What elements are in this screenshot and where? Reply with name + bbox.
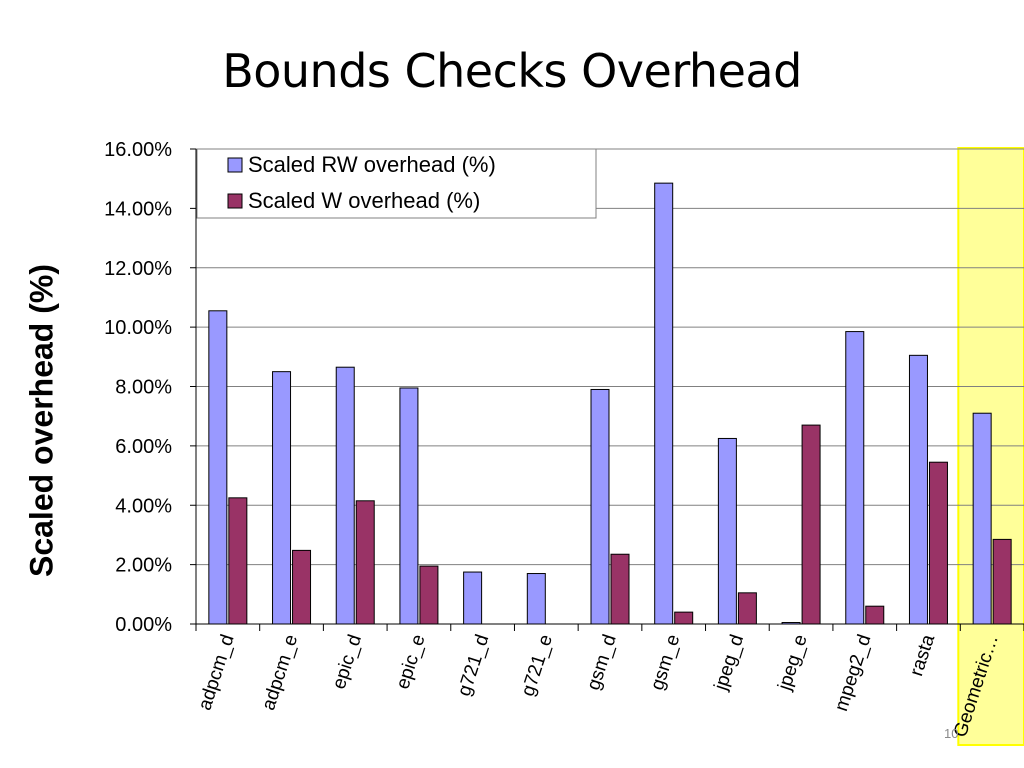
bar-w: [993, 539, 1011, 624]
legend-swatch: [228, 194, 242, 208]
bar-rw: [209, 311, 227, 624]
bar-rw: [718, 438, 736, 624]
x-category-label: rasta: [906, 632, 939, 679]
y-tick-label: 12.00%: [104, 258, 172, 280]
y-tick-label: 0.00%: [115, 614, 172, 636]
bar-w: [229, 498, 247, 624]
x-category-label: gsm_e: [647, 632, 685, 693]
y-tick-label: 2.00%: [115, 555, 172, 577]
bar-rw: [591, 389, 609, 624]
bar-rw: [273, 372, 291, 624]
bar-rw: [527, 574, 545, 624]
bar-w: [356, 501, 374, 624]
x-category-label: g721_d: [454, 632, 494, 699]
bar-w: [802, 425, 820, 624]
y-tick-label: 10.00%: [104, 317, 172, 339]
axes: [196, 149, 1024, 631]
y-tick-label: 4.00%: [115, 495, 172, 517]
x-category-label: jpeg_e: [774, 632, 812, 694]
x-category-label: jpeg_d: [710, 632, 748, 694]
bar-rw: [846, 332, 864, 624]
bar-w: [866, 606, 884, 624]
bars: [209, 183, 1011, 624]
bar-w: [929, 462, 947, 624]
y-tick-label: 14.00%: [104, 198, 172, 220]
bar-rw: [464, 572, 482, 624]
x-category-labels: adpcm_d adpcm_e epic_d epic_e g721_d g721_e gs…: [194, 632, 1002, 740]
legend-entry: Scaled W overhead (%): [248, 188, 480, 213]
bar-w: [293, 550, 311, 624]
bar-w: [611, 554, 629, 624]
bar-w: [420, 566, 438, 624]
page-number: 10: [944, 726, 958, 741]
x-category-label: adpcm_d: [194, 632, 238, 713]
x-category-label: adpcm_e: [258, 632, 302, 713]
y-tick-labels: 0.00% 2.00% 4.00% 6.00% 8.00% 10.00% 12.00% 14.…: [104, 139, 172, 636]
x-category-label: epic_d: [329, 632, 366, 692]
bar-rw: [336, 367, 354, 624]
x-category-label: gsm_d: [583, 632, 621, 693]
bar-rw: [909, 355, 927, 624]
legend-swatch: [228, 158, 242, 172]
bar-rw: [973, 413, 991, 624]
legend-entry: Scaled RW overhead (%): [248, 152, 496, 177]
bar-w: [738, 593, 756, 624]
y-tick-label: 16.00%: [104, 139, 172, 161]
x-category-label: g721_e: [517, 632, 557, 699]
y-tick-label: 6.00%: [115, 436, 172, 458]
bar-rw: [655, 183, 673, 624]
x-category-label: epic_e: [392, 632, 429, 692]
bar-rw: [400, 388, 418, 624]
x-category-label: mpeg2_d: [831, 632, 875, 714]
bar-chart: 0.00% 2.00% 4.00% 6.00% 8.00% 10.00% 12.00% 14.…: [0, 0, 1024, 768]
bar-w: [675, 612, 693, 624]
legend: Scaled RW overhead (%) Scaled W overhead …: [197, 149, 596, 218]
y-tick-label: 8.00%: [115, 377, 172, 399]
